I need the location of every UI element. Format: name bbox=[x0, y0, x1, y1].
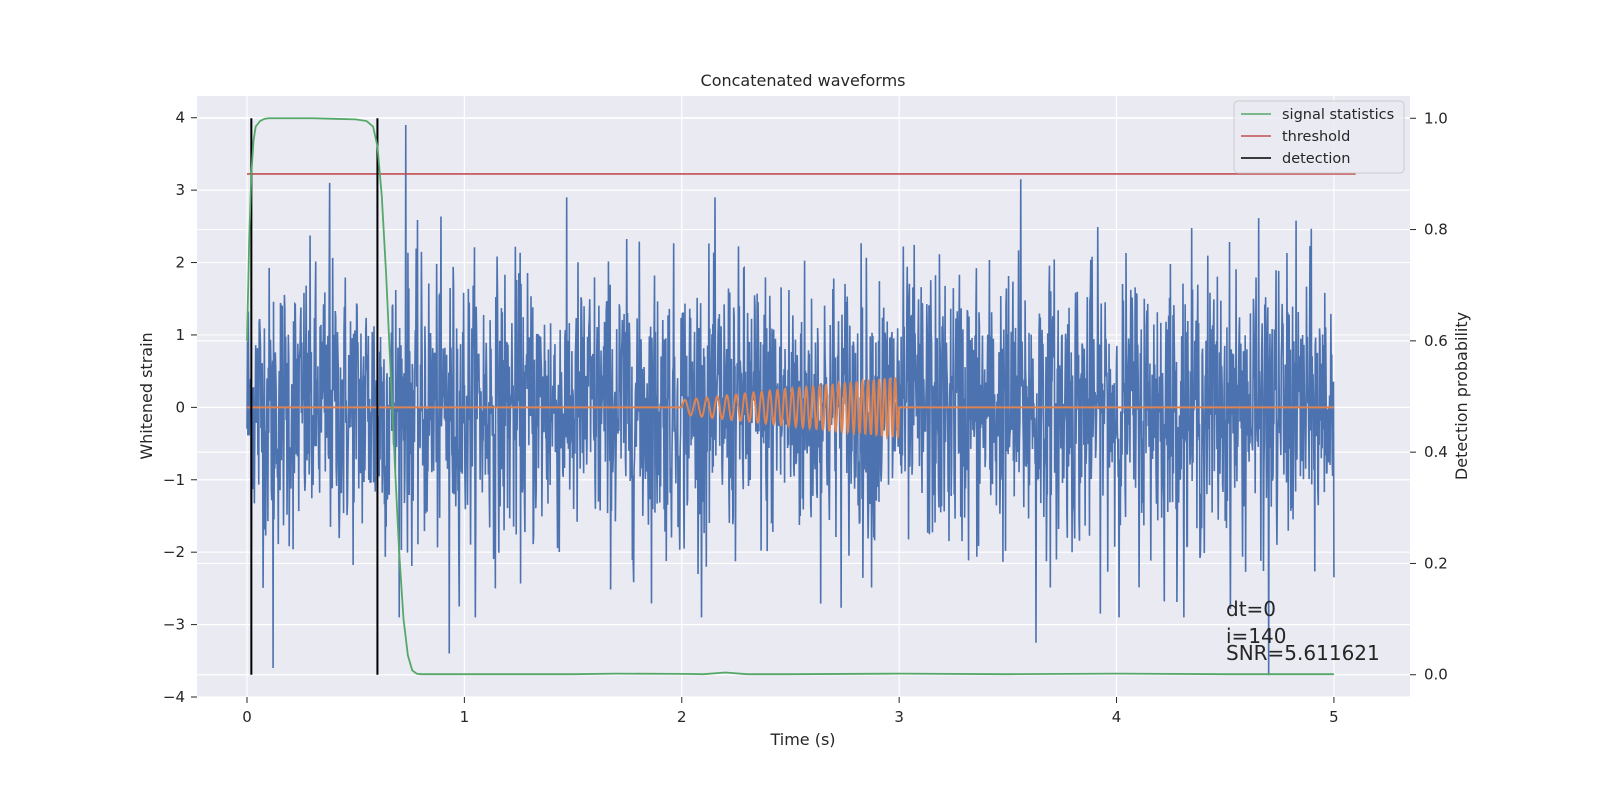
signal-statistics-line bbox=[246, 117, 1334, 676]
x-tick-label: 4 bbox=[1112, 708, 1122, 726]
y-tick-label: 0 bbox=[175, 398, 185, 416]
x-tick-label: 5 bbox=[1329, 708, 1339, 726]
y-axis-label-right: Detection probability bbox=[1452, 312, 1471, 480]
legend-label-signal-statistics: signal statistics bbox=[1282, 107, 1394, 123]
y-tick-label: −1 bbox=[163, 471, 185, 489]
x-tick-label: 2 bbox=[677, 708, 687, 726]
x-tick-label: 0 bbox=[242, 708, 252, 726]
y-right-tick-label: 0.4 bbox=[1424, 443, 1448, 461]
y-right-tick-label: 0.6 bbox=[1424, 332, 1448, 350]
y-tick-label: 3 bbox=[175, 181, 185, 199]
legend: signal statistics threshold detection bbox=[1233, 100, 1405, 174]
annotation-snr: SNR=5.611621 bbox=[1226, 641, 1380, 665]
chart-title: Concatenated waveforms bbox=[701, 71, 906, 90]
data-layer bbox=[246, 117, 1356, 676]
y-tick-label: 2 bbox=[175, 254, 185, 272]
y-axis-label-left: Whitened strain bbox=[137, 332, 156, 459]
y-tick-label: −3 bbox=[163, 616, 185, 634]
x-tick-label: 1 bbox=[460, 708, 470, 726]
annotation-index: i=140 bbox=[1226, 624, 1287, 648]
legend-label-threshold: threshold bbox=[1282, 129, 1350, 145]
legend-label-detection: detection bbox=[1282, 151, 1350, 167]
y-tick-label: −2 bbox=[163, 543, 185, 561]
tick-layer: 0 1 2 3 4 5 −4 −3 −2 −1 0 1 2 3 4 0.0 0.2 0.4 0.6 0.8 1.0 bbox=[163, 109, 1448, 726]
injected-chirp-line bbox=[247, 377, 1334, 440]
y-tick-label: 4 bbox=[175, 109, 185, 127]
x-tick-label: 3 bbox=[894, 708, 904, 726]
legend-box bbox=[1233, 100, 1405, 174]
annotation-block: dt=0 i=140 SNR=5.611621 bbox=[1226, 597, 1380, 665]
x-axis-label: Time (s) bbox=[769, 730, 835, 749]
whitened-strain-line bbox=[246, 124, 1335, 676]
annotation-dt: dt=0 bbox=[1226, 597, 1276, 621]
y-right-tick-label: 0.8 bbox=[1424, 221, 1448, 239]
y-right-tick-label: 0.0 bbox=[1424, 666, 1448, 684]
y-tick-label: −4 bbox=[163, 688, 185, 706]
y-tick-label: 1 bbox=[175, 326, 185, 344]
y-right-tick-label: 1.0 bbox=[1424, 109, 1448, 127]
y-right-tick-label: 0.2 bbox=[1424, 554, 1448, 572]
